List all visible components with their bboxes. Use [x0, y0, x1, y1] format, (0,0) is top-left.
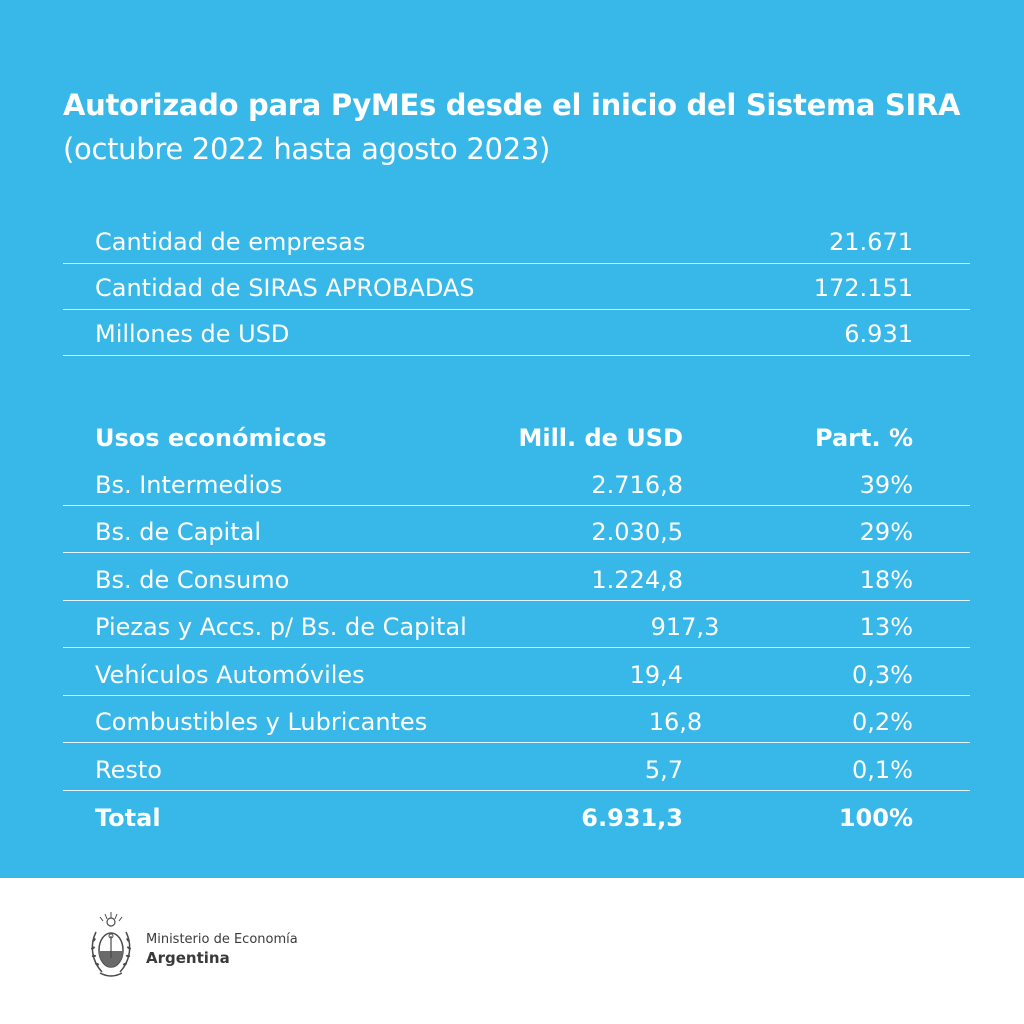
row-part: 0,2%: [852, 708, 913, 736]
row-part: 13%: [859, 613, 913, 641]
row-usd: 917,3: [650, 613, 720, 641]
summary-label: Cantidad de empresas: [95, 228, 366, 256]
table-row: Bs. Intermedios 2.716,8 39%: [63, 458, 970, 506]
summary-row: Cantidad de SIRAS APROBADAS 172.151: [63, 264, 970, 310]
total-usd: 6.931,3: [581, 804, 683, 832]
table-row: Bs. de Capital 2.030,5 29%: [63, 506, 970, 553]
total-row: Total 6.931,3 100%: [63, 791, 970, 839]
table-row: Resto 5,7 0,1%: [63, 743, 970, 791]
row-part: 29%: [859, 518, 913, 546]
summary-row: Cantidad de empresas 21.671: [63, 218, 970, 264]
row-part: 18%: [859, 565, 913, 594]
row-label: Combustibles y Lubricantes: [95, 708, 428, 736]
summary-row: Millones de USD 6.931: [63, 310, 970, 356]
usos-header-row: Usos económicos Mill. de USD Part. %: [63, 412, 970, 458]
row-label: Bs. Intermedios: [95, 470, 283, 499]
row-part: 0,3%: [852, 660, 913, 689]
header-part: Part. %: [815, 424, 913, 452]
total-part: 100%: [838, 804, 913, 832]
row-label: Bs. de Capital: [95, 518, 262, 546]
page-title: Autorizado para PyMEs desde el inicio de…: [63, 88, 961, 122]
summary-label: Cantidad de SIRAS APROBADAS: [95, 274, 475, 302]
table-row: Combustibles y Lubricantes 16,8 0,2%: [63, 696, 970, 743]
row-usd: 16,8: [648, 708, 703, 736]
coat-of-arms-icon: [91, 912, 131, 977]
summary-value: 6.931: [844, 320, 913, 348]
summary-value: 21.671: [829, 228, 913, 256]
summary-table: Cantidad de empresas 21.671 Cantidad de …: [63, 218, 970, 356]
row-usd: 2.030,5: [591, 518, 683, 546]
table-row: Vehículos Automóviles 19,4 0,3%: [63, 648, 970, 696]
ministry-line1: Ministerio de Economía: [146, 932, 298, 947]
header-usos: Usos económicos: [95, 424, 327, 452]
footer: [0, 878, 1024, 1024]
row-label: Bs. de Consumo: [95, 565, 290, 594]
total-label: Total: [95, 804, 161, 832]
ministry-line2: Argentina: [146, 949, 230, 967]
summary-value: 172.151: [813, 274, 913, 302]
row-label: Piezas y Accs. p/ Bs. de Capital: [95, 613, 467, 641]
row-usd: 19,4: [629, 660, 683, 689]
row-usd: 5,7: [644, 755, 683, 784]
ministry-name: Ministerio de Economía Argentina: [146, 932, 298, 968]
usos-table: Usos económicos Mill. de USD Part. % Bs.…: [63, 412, 970, 838]
row-part: 0,1%: [852, 755, 913, 784]
header-usd: Mill. de USD: [518, 424, 683, 452]
table-row: Bs. de Consumo 1.224,8 18%: [63, 553, 970, 601]
table-row: Piezas y Accs. p/ Bs. de Capital 917,3 1…: [63, 601, 970, 648]
row-usd: 1.224,8: [591, 565, 683, 594]
row-part: 39%: [859, 470, 913, 499]
info-panel: Autorizado para PyMEs desde el inicio de…: [0, 0, 1024, 878]
row-label: Vehículos Automóviles: [95, 660, 365, 689]
row-usd: 2.716,8: [591, 470, 683, 499]
page-subtitle: (octubre 2022 hasta agosto 2023): [63, 132, 551, 166]
summary-label: Millones de USD: [95, 320, 290, 348]
row-label: Resto: [95, 755, 162, 784]
